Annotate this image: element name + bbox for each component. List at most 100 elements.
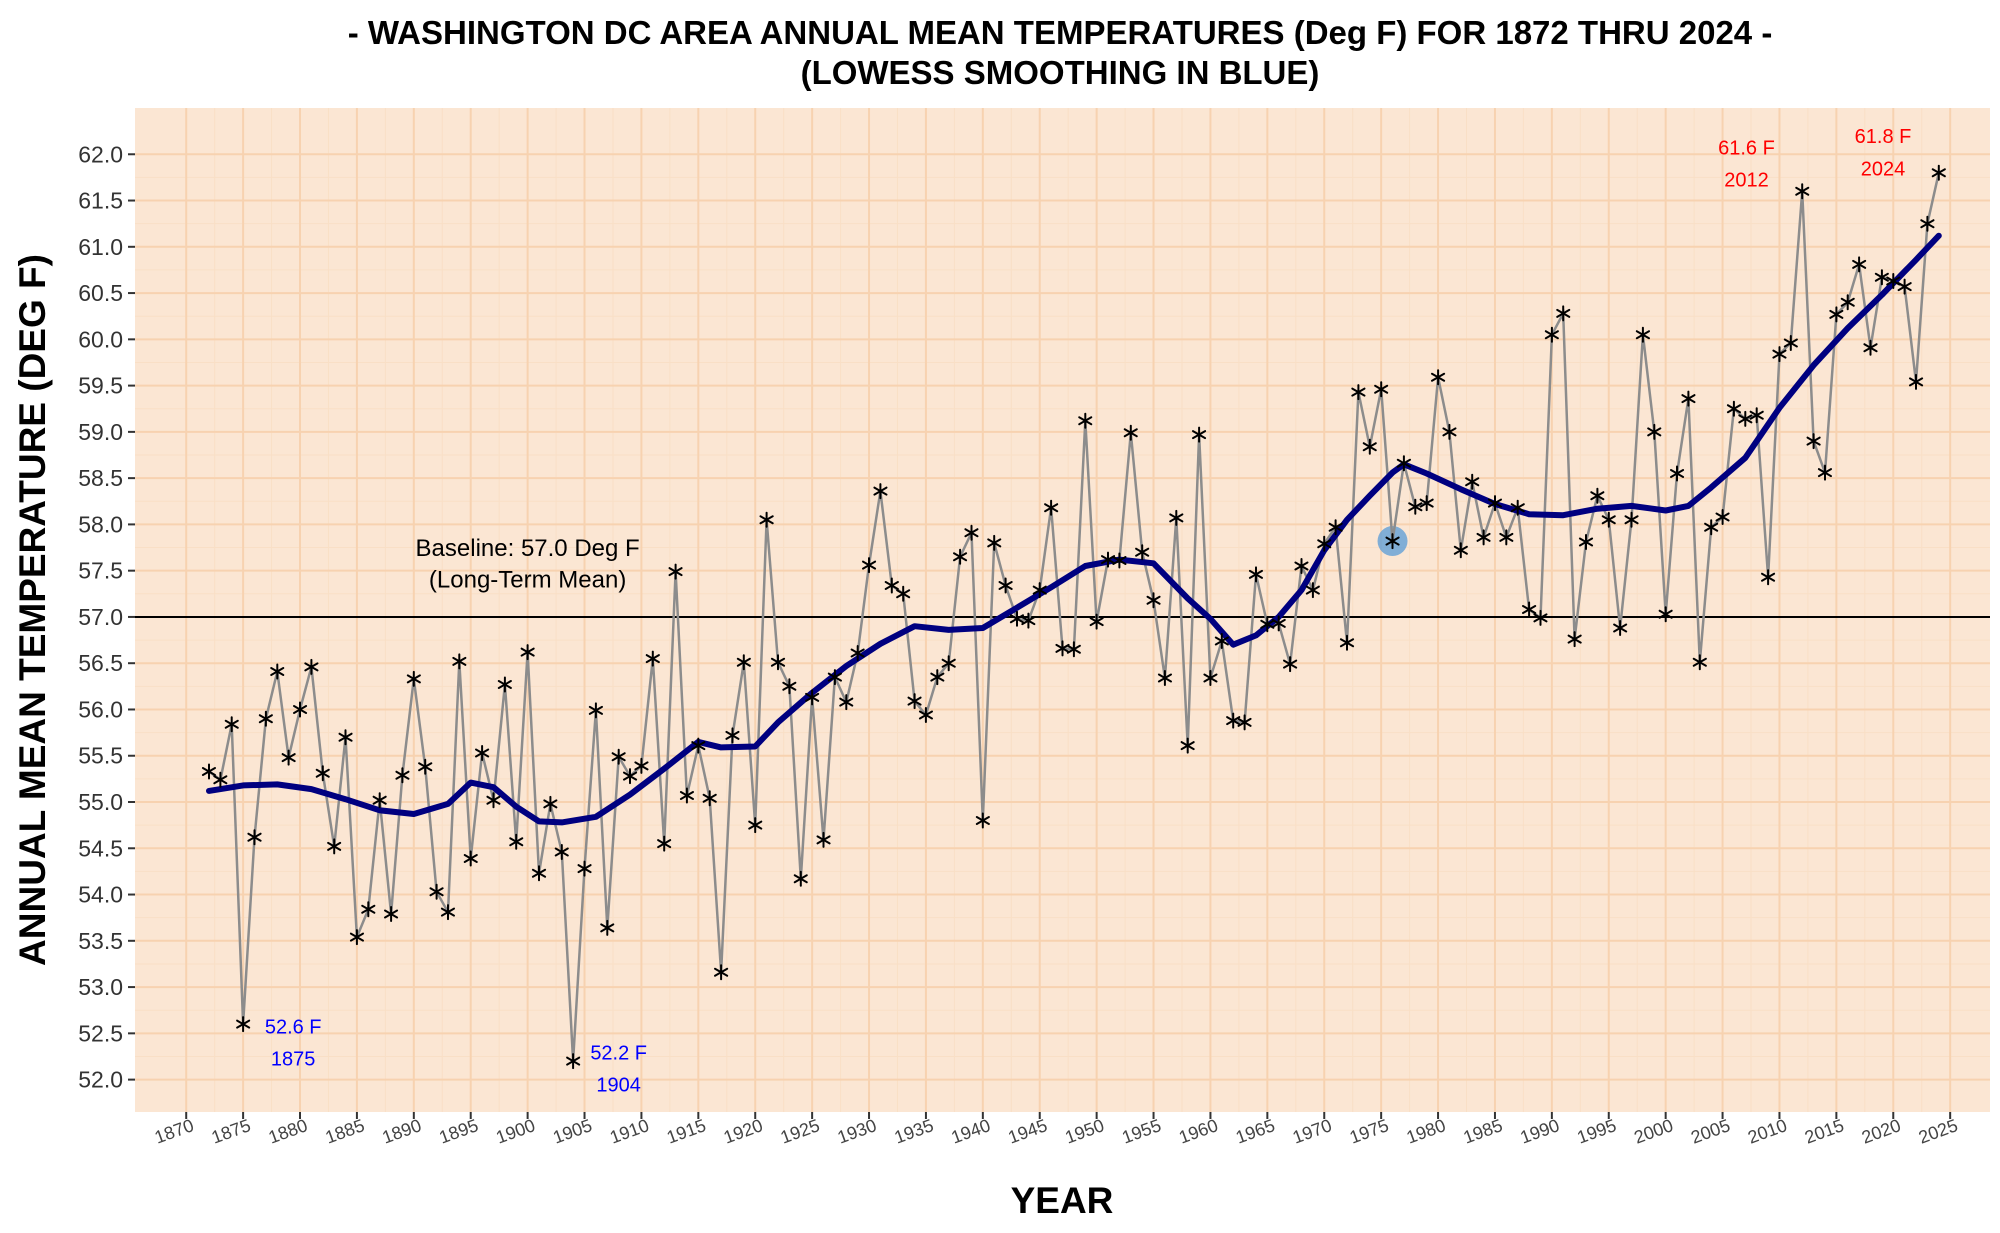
data-point [1396, 455, 1411, 472]
data-point [1032, 582, 1047, 599]
data-point [1465, 473, 1480, 490]
baseline-label: Baseline: 57.0 Deg F [416, 535, 640, 562]
y-tick-label: 54.5 [78, 835, 123, 861]
x-tick-label: 1965 [1233, 1115, 1277, 1147]
data-point [338, 729, 353, 746]
data-point [770, 654, 786, 671]
y-tick-label: 58.5 [78, 465, 123, 491]
x-tick-label: 1900 [493, 1115, 537, 1147]
data-point [1044, 499, 1059, 516]
data-point [224, 716, 239, 733]
x-tick-label: 1980 [1404, 1115, 1448, 1147]
y-tick-label: 59.0 [78, 419, 123, 445]
data-point [839, 694, 854, 711]
data-point [566, 1053, 581, 1070]
data-point [1544, 326, 1559, 343]
x-tick-label: 1990 [1518, 1115, 1562, 1147]
x-tick-label: 2025 [1916, 1115, 1960, 1147]
data-point [702, 790, 717, 807]
data-point [1920, 215, 1935, 232]
y-tick-label: 57.5 [78, 558, 123, 584]
data-point [1487, 495, 1502, 512]
data-point [896, 585, 911, 602]
data-point [1601, 511, 1616, 528]
data-point [1214, 633, 1229, 649]
x-tick-label: 1960 [1176, 1115, 1220, 1147]
data-point [907, 693, 922, 710]
x-tick-label: 1885 [323, 1115, 367, 1147]
data-point [1931, 164, 1946, 181]
x-tick-label: 2010 [1745, 1115, 1789, 1147]
y-tick-label: 56.0 [78, 696, 123, 722]
data-point [668, 563, 683, 580]
data-point [884, 577, 899, 594]
data-point [953, 548, 968, 565]
y-tick-label: 62.0 [78, 141, 123, 167]
data-point [1192, 426, 1207, 443]
data-point [1590, 487, 1605, 504]
data-point [1339, 634, 1355, 651]
data-point [520, 644, 535, 661]
data-point [1578, 534, 1594, 550]
data-point [1749, 407, 1764, 424]
data-point [1658, 606, 1673, 623]
x-tick-label: 1910 [607, 1115, 651, 1147]
data-point [247, 829, 262, 846]
data-point [1806, 433, 1821, 450]
x-tick-label: 2000 [1631, 1115, 1675, 1147]
data-point [1271, 615, 1286, 632]
data-point [1078, 412, 1093, 429]
data-point [1283, 656, 1298, 673]
data-point [1408, 498, 1423, 515]
data-point [1556, 305, 1571, 322]
data-point [372, 792, 387, 809]
data-point [349, 929, 364, 946]
chart-subtitle: (LOWESS SMOOTHING IN BLUE) [801, 54, 1320, 91]
data-point [270, 663, 285, 680]
y-axis: 52.0 52.5 53.0 53.5 54.0 54.5 55.0 55.5 56.0 56.5… [78, 141, 135, 1093]
data-point [361, 901, 376, 918]
data-point [327, 838, 342, 855]
data-point [588, 702, 603, 719]
x-tick-label: 1925 [778, 1115, 822, 1147]
annotation-low-1904-value: 52.2 F [590, 1042, 647, 1064]
data-point [1522, 601, 1537, 618]
data-point [429, 883, 444, 900]
data-point [1738, 410, 1753, 427]
data-point [1237, 714, 1252, 731]
data-point [1374, 381, 1389, 398]
x-tick-label: 1875 [209, 1115, 253, 1147]
data-point [554, 844, 569, 860]
data-point [201, 763, 216, 780]
x-tick-label: 1985 [1461, 1115, 1505, 1147]
data-point [1704, 519, 1719, 536]
data-point [793, 870, 808, 887]
data-point [1624, 511, 1639, 528]
y-tick-label: 56.5 [78, 650, 123, 676]
y-tick-label: 52.5 [78, 1020, 123, 1046]
data-point [759, 511, 774, 528]
chart-title: - WASHINGTON DC AREA ANNUAL MEAN TEMPERA… [348, 14, 1773, 51]
x-tick-label: 1915 [664, 1115, 708, 1147]
data-point [1613, 620, 1628, 636]
data-point [714, 964, 729, 981]
data-point [1817, 464, 1832, 481]
data-point [691, 737, 706, 754]
minor-gridlines [135, 108, 1990, 1112]
data-point [987, 534, 1002, 551]
data-point [1260, 616, 1275, 633]
data-point [862, 557, 877, 574]
data-point [623, 768, 638, 785]
data-point [1874, 269, 1889, 286]
data-point [1681, 390, 1696, 407]
data-point [1476, 529, 1491, 546]
data-point [1886, 273, 1901, 289]
data-point [1715, 509, 1730, 525]
data-point [1317, 535, 1332, 552]
data-point [1123, 424, 1138, 441]
y-tick-label: 57.0 [78, 604, 123, 630]
y-tick-label: 53.5 [78, 928, 123, 954]
annotation-low-1875-value: 52.6 F [265, 1016, 322, 1038]
